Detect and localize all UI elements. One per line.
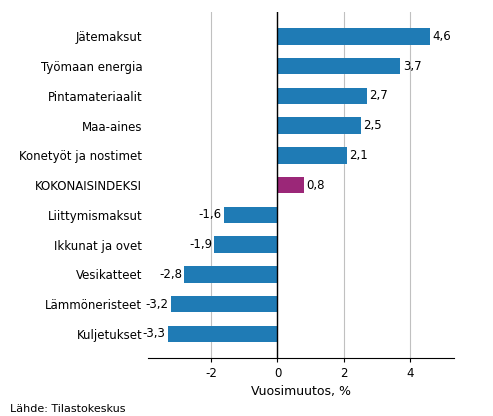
Text: 2,7: 2,7 (370, 89, 388, 102)
Bar (168, 326, 278, 342)
Bar (278, 28, 430, 45)
Text: 3,7: 3,7 (403, 59, 422, 73)
Text: 0,8: 0,8 (306, 178, 325, 192)
X-axis label: Vuosimuutos, %: Vuosimuutos, % (251, 385, 351, 399)
Text: -3,2: -3,2 (146, 297, 169, 311)
Bar (278, 88, 367, 104)
Bar (224, 207, 278, 223)
Text: Lähde: Tilastokeskus: Lähde: Tilastokeskus (10, 404, 125, 414)
Bar (184, 266, 278, 282)
Bar (278, 58, 400, 74)
Text: 2,1: 2,1 (350, 149, 368, 162)
Text: -1,9: -1,9 (189, 238, 212, 251)
Text: -1,6: -1,6 (199, 208, 222, 221)
Bar (278, 117, 360, 134)
Bar (278, 147, 347, 163)
Bar (171, 296, 278, 312)
Bar (214, 236, 278, 253)
Text: -2,8: -2,8 (159, 268, 182, 281)
Text: 2,5: 2,5 (363, 119, 382, 132)
Text: -3,3: -3,3 (142, 327, 166, 340)
Bar (278, 177, 304, 193)
Text: 4,6: 4,6 (433, 30, 452, 43)
